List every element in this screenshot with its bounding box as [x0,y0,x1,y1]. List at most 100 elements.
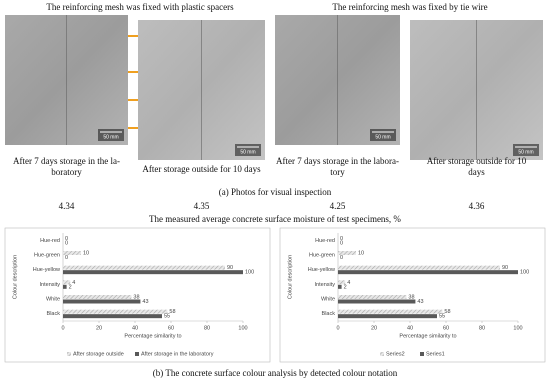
data-label: 90 [227,265,233,271]
scale-label: 50 mm [103,134,118,140]
bar [338,284,342,289]
bar [63,299,141,304]
x-tick-label: 20 [371,325,377,331]
data-label: 43 [142,299,148,305]
data-label: 4 [347,280,350,286]
data-label: 0 [65,255,68,261]
data-label: 38 [408,294,414,300]
data-label: 100 [245,270,254,276]
x-tick-label: 40 [407,325,413,331]
bar [63,284,67,289]
y-tick-label: Intensity [315,282,336,288]
data-label: 0 [340,255,343,261]
y-tick-label: Black [47,311,61,317]
x-tick-label: 60 [168,325,174,331]
data-label: 10 [83,250,89,256]
bar [63,270,243,275]
data-label: 58 [169,309,175,315]
y-tick-label: Intensity [40,282,61,288]
bar [63,314,162,319]
chart-frame [4,227,271,363]
data-label: 38 [133,294,139,300]
data-label: 0 [65,236,68,242]
y-tick-label: Hue-red [40,238,60,244]
data-label: 2 [69,284,72,290]
x-tick-label: 0 [61,325,64,331]
legend-label: After storage outside [73,351,124,357]
data-label: 58 [444,309,450,315]
data-label: 10 [358,250,364,256]
x-tick-label: 0 [336,325,339,331]
y-tick-label: Black [322,311,336,317]
y-axis-label: Colour description [287,255,293,299]
bar [338,309,443,314]
photo-caption: After 7 days storage in the la- [13,156,120,166]
x-tick-label: 80 [204,325,210,331]
moisture-value: 4.25 [330,201,346,211]
photo-caption: After storage outside for 10 days [142,164,261,174]
moisture-value: 4.35 [194,201,210,211]
photo-caption: After storage outside for 10 [427,156,527,166]
y-tick-label: White [46,296,60,302]
photo-caption: days [468,167,485,177]
bar [338,280,346,285]
bar [63,265,225,270]
data-label: 90 [502,265,508,271]
bar [63,309,168,314]
bar [338,299,416,304]
data-label: 55 [164,314,170,320]
scale-label: 50 mm [240,149,255,155]
x-tick-label: 40 [132,325,138,331]
photo-caption: After 7 days storage in the labora- [276,156,399,166]
y-axis-label: Colour description [12,255,18,299]
y-tick-label: Hue-red [315,238,335,244]
moisture-value: 4.36 [469,201,485,211]
scale-label: 50 mm [375,134,390,140]
data-label: 0 [65,240,68,246]
bar [338,251,356,255]
legend-swatch [135,352,139,356]
bar [338,295,407,299]
data-label: 0 [340,236,343,242]
chart-frame [279,227,546,363]
bar [63,280,71,285]
group-title: The reinforcing mesh was fixed by tie wi… [332,2,487,12]
x-axis-label: Percentage similarity to [124,333,181,339]
legend-swatch [380,352,384,356]
bar [338,270,518,275]
x-tick-label: 80 [479,325,485,331]
moisture-title: The measured average concrete surface mo… [149,214,401,224]
legend-label: Series1 [426,351,445,357]
y-tick-label: Hue-green [34,252,60,258]
data-label: 0 [340,240,343,246]
bar [338,265,500,270]
data-label: 43 [417,299,423,305]
moisture-value: 4.34 [59,201,75,211]
data-label: 100 [520,270,529,276]
legend-swatch [420,352,424,356]
y-tick-label: Hue-green [309,252,335,258]
data-label: 55 [439,314,445,320]
scale-label: 50 mm [518,149,533,155]
y-tick-label: White [321,296,335,302]
y-tick-label: Hue-yellow [33,267,60,273]
legend-label: After storage in the laboratory [141,351,214,357]
data-label: 4 [72,280,75,286]
legend-label: Series2 [386,351,405,357]
panel-caption: (b) The concrete surface colour analysis… [153,368,398,378]
legend-swatch [67,352,71,356]
x-tick-label: 20 [96,325,102,331]
photo-caption: tory [330,167,345,177]
bar [338,314,437,319]
data-label: 2 [344,284,347,290]
x-tick-label: 100 [238,325,247,331]
x-tick-label: 60 [443,325,449,331]
group-title: The reinforcing mesh was fixed with plas… [46,2,234,12]
y-tick-label: Hue-yellow [308,267,335,273]
panel-caption: (a) Photos for visual inspection [219,187,332,197]
x-axis-label: Percentage similarity to [399,333,456,339]
bar [63,251,81,255]
photo-caption: boratory [51,167,82,177]
bar [63,295,132,299]
